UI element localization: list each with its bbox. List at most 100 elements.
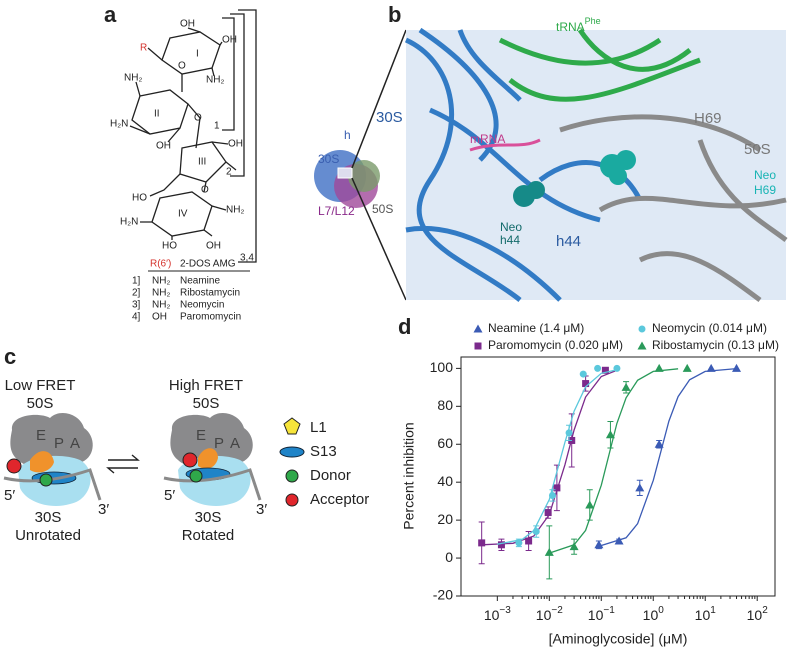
data-point <box>497 541 505 549</box>
mrna-end: 3′ <box>256 501 267 518</box>
table-cell: 1] <box>132 276 141 287</box>
y-tick-label: -20 <box>433 587 453 603</box>
atom-label: H₂N <box>110 119 128 130</box>
x-tick-base: 10 <box>484 607 500 623</box>
legend-label: Neamine (1.4 μM) <box>488 321 584 335</box>
structure-label: H69 <box>694 110 722 127</box>
atom-label: O <box>201 185 209 196</box>
subunit-label: 30S <box>195 509 222 526</box>
legend-marker <box>473 324 483 333</box>
panel-letter: a <box>104 2 117 27</box>
atom-label: OH <box>156 141 171 152</box>
y-tick-label: 100 <box>430 359 454 375</box>
table-cell: 3] <box>132 300 141 311</box>
data-point <box>613 364 621 372</box>
legend-label: Donor <box>310 467 351 484</box>
legend-marker <box>638 325 646 333</box>
atom-label: HO <box>162 241 177 252</box>
data-point <box>605 430 615 439</box>
equilibrium-arrows <box>106 454 140 474</box>
x-tick-label: 102 <box>747 605 769 623</box>
subunit-label: 30S <box>35 509 62 526</box>
site-label: P <box>54 435 64 452</box>
plot-frame <box>460 356 776 597</box>
legend-label: Ribostamycin (0.13 μM) <box>652 338 779 352</box>
structure-label: Phe <box>585 16 601 26</box>
y-tick-label: 40 <box>437 473 453 489</box>
x-tick-label: 10−3 <box>484 605 511 623</box>
structure-label: Neo <box>754 168 776 182</box>
data-point <box>594 364 602 372</box>
atom-label: H₂N <box>120 217 138 228</box>
x-tick-exponent: 1 <box>710 605 716 616</box>
y-tick-label: 80 <box>437 397 453 413</box>
state-label: Unrotated <box>15 527 81 544</box>
x-tick-base: 10 <box>588 607 604 623</box>
x-tick-base: 10 <box>536 607 552 623</box>
x-tick-exponent: 0 <box>658 605 664 616</box>
data-point <box>614 536 624 545</box>
x-tick-label: 10−2 <box>536 605 563 623</box>
x-tick-exponent: −2 <box>551 605 563 616</box>
ribosome-diagram-right <box>163 413 262 507</box>
atom-label: NH₂ <box>206 75 224 86</box>
data-point <box>585 500 595 509</box>
mrna-end: 5′ <box>164 487 175 504</box>
subunit-label: 50S <box>193 395 220 412</box>
data-point <box>654 439 664 448</box>
x-tick-exponent: −1 <box>603 605 615 616</box>
legend-label: S13 <box>310 443 337 460</box>
ribosome-zoom <box>404 27 788 303</box>
data-point <box>654 363 664 372</box>
structure-label: 50S <box>744 141 771 158</box>
site-label: P <box>214 435 224 452</box>
table-header: R(6′) <box>150 259 171 270</box>
fit-curve <box>549 368 679 554</box>
site-label: A <box>230 435 240 452</box>
structure-label: Neo <box>500 220 522 234</box>
ring-label: IV <box>178 209 188 220</box>
ring-label: II <box>154 109 160 120</box>
bracket-label: 3,4 <box>240 253 254 264</box>
legend-marker <box>474 342 482 350</box>
site-label: A <box>70 435 80 452</box>
ring-label: III <box>198 157 206 168</box>
amg-table: R(6′) 2-DOS AMG 1] NH₂ Neamine 2] NH₂ Ri… <box>132 259 250 323</box>
data-point <box>582 380 590 388</box>
data-point <box>548 491 556 499</box>
panel-letter: d <box>398 314 411 339</box>
atom-label: O <box>178 61 186 72</box>
atom-label: HO <box>132 193 147 204</box>
data-point <box>569 542 579 551</box>
x-tick-exponent: −3 <box>499 605 511 616</box>
site-label: E <box>196 427 206 444</box>
y-tick-label: 60 <box>437 435 453 451</box>
bracket-label: 2 <box>226 167 232 178</box>
atom-label: O <box>194 113 202 124</box>
x-tick-base: 10 <box>643 607 659 623</box>
y-tick-label: 20 <box>437 511 453 527</box>
atom-label: R <box>140 43 147 54</box>
y-tick-label: 0 <box>445 549 453 565</box>
mrna-end: 3′ <box>98 501 109 518</box>
x-tick-label: 100 <box>643 605 665 623</box>
data-point <box>682 363 692 372</box>
data-point <box>565 429 573 437</box>
table-cell: Neamine <box>180 276 220 287</box>
mrna-end: 5′ <box>4 487 15 504</box>
data-point <box>635 483 645 492</box>
data-point <box>544 509 552 517</box>
structure-label: tRNAPhe <box>556 16 601 34</box>
data-point <box>579 370 587 378</box>
legend-marker <box>637 341 647 350</box>
atom-label: OH <box>180 19 195 30</box>
table-header: 2-DOS AMG <box>180 259 236 270</box>
table-cell: NH₂ <box>152 276 170 287</box>
data-point <box>732 363 742 372</box>
table-cell: NH₂ <box>152 288 170 299</box>
table-cell: Neomycin <box>180 300 224 311</box>
atom-label: OH <box>222 35 237 46</box>
